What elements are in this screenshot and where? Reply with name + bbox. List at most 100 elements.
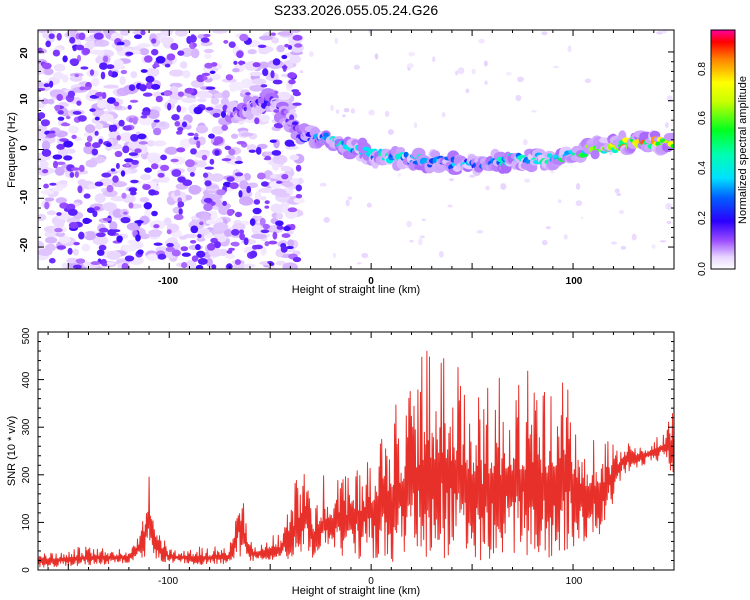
spectrogram-cell <box>323 216 330 223</box>
spectrogram-cell <box>120 170 126 177</box>
spectrogram-cell <box>176 147 186 153</box>
spectrogram-cell <box>146 67 160 78</box>
spectrogram-cell <box>575 200 583 207</box>
spectrogram-cell <box>264 155 271 160</box>
spectrogram-cell <box>167 98 178 105</box>
spectrogram-cell <box>177 176 186 183</box>
spectrogram-cell <box>262 223 270 230</box>
spectrogram-cell <box>128 202 134 209</box>
spectrogram-cell <box>95 232 106 238</box>
spectrogram-cell <box>89 108 96 112</box>
spectrogram-cell <box>89 69 95 76</box>
spectrogram-cell <box>122 244 138 252</box>
spectrogram-cell <box>147 109 160 120</box>
spectrogram-cell <box>40 119 50 127</box>
spectrogram-cells <box>38 30 674 269</box>
spectrogram-cell <box>140 173 152 181</box>
spectrogram-cell <box>253 199 261 205</box>
spectrogram-cell <box>194 132 199 138</box>
spectrogram-cell <box>174 30 188 37</box>
spectrogram-cell <box>232 68 240 73</box>
spectrogram-cell <box>110 124 118 132</box>
spectrogram-cell <box>44 230 57 238</box>
spectrogram-cell <box>160 30 174 37</box>
spectrogram-cell <box>119 76 126 85</box>
spectrogram-cell <box>211 73 221 81</box>
spectrogram-cell <box>264 205 270 209</box>
spectrogram-cell <box>76 169 89 175</box>
spectrogram-cell <box>258 61 270 69</box>
spectrogram-cell <box>287 207 298 213</box>
spectrogram-cell <box>240 132 254 137</box>
spectrogram-y-tick-3: 0 <box>19 145 30 151</box>
spectrogram-cell <box>670 143 674 149</box>
spectrogram-cell <box>145 75 155 83</box>
spectrogram-cell <box>116 135 121 141</box>
spectrogram-cell <box>249 71 263 77</box>
spectrogram-cell <box>295 164 302 172</box>
spectrogram-cell <box>203 33 211 38</box>
spectrogram-cell <box>270 203 283 214</box>
spectrogram-cell <box>291 121 299 126</box>
spectrogram-cell <box>239 180 249 190</box>
spectrogram-cell <box>292 34 303 41</box>
spectrogram-cell <box>140 115 148 119</box>
spectrogram-cell <box>60 122 71 127</box>
spectrogram-cell <box>631 233 637 241</box>
spectrogram-cell <box>94 130 99 136</box>
spectrogram-cell <box>39 160 49 168</box>
spectrogram-cell <box>220 110 227 118</box>
spectrogram-cell <box>620 245 627 250</box>
spectrogram-cell <box>106 97 116 104</box>
spectrogram-cell <box>455 70 459 76</box>
spectrogram-cell <box>157 253 167 260</box>
spectrogram-cell <box>342 114 346 118</box>
spectrogram-cell <box>68 125 79 134</box>
spectrogram-cell <box>76 100 82 106</box>
spectrogram-cell <box>275 220 284 227</box>
spectrogram-cell <box>185 159 195 168</box>
spectrogram-cell <box>58 180 68 185</box>
spectrogram-cell <box>144 208 152 218</box>
spectrogram-cell <box>128 152 139 156</box>
spectrogram-cell <box>52 160 59 169</box>
spectrogram-cell <box>84 141 92 147</box>
spectrogram-cell <box>553 65 559 69</box>
spectrogram-cell <box>334 37 338 45</box>
spectrogram-cell <box>52 154 63 160</box>
spectrogram-cell <box>164 91 171 97</box>
spectrogram-cell <box>40 98 49 105</box>
spectrogram-cell <box>260 181 269 187</box>
spectrogram-cell <box>77 185 83 194</box>
spectrogram-cell <box>92 142 101 149</box>
spectrogram-cell <box>93 32 104 40</box>
spectrogram-cell <box>239 229 245 234</box>
spectrogram-cell <box>309 51 314 57</box>
spectrogram-cell <box>319 182 327 187</box>
spectrogram-cell <box>54 227 63 233</box>
spectrogram-cell <box>170 42 179 51</box>
spectrogram-cell <box>144 167 152 173</box>
spectrogram-cell <box>83 193 91 199</box>
spectrogram-cell <box>288 79 296 85</box>
spectrogram-cell <box>276 44 285 53</box>
spectrogram-cell <box>78 32 86 41</box>
spectrogram-cell <box>120 216 131 224</box>
spectrogram-cell <box>82 48 91 55</box>
spectrogram-cell <box>212 125 224 135</box>
spectrogram-cell <box>54 166 65 176</box>
spectrogram-cell <box>298 177 304 185</box>
spectrogram-cell <box>182 70 191 79</box>
spectrogram-x-tick-2: 0 <box>368 276 374 287</box>
spectrogram-cell <box>97 39 104 45</box>
spectrogram-cell <box>664 122 669 129</box>
spectrogram-cell <box>113 101 120 107</box>
spectrogram-cell <box>157 172 165 178</box>
snr-y-tick-5: 400 <box>21 371 32 388</box>
spectrogram-cell <box>665 203 672 210</box>
spectrogram-cell <box>484 80 488 85</box>
spectrogram-cell <box>469 174 476 178</box>
spectrogram-cell <box>413 122 418 129</box>
spectrogram-cell <box>165 246 176 252</box>
spectrogram-cell <box>221 78 237 83</box>
